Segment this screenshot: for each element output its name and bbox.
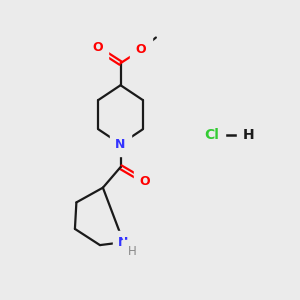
Text: O: O (140, 175, 150, 188)
Text: O: O (92, 41, 103, 54)
Text: N: N (118, 236, 129, 249)
Text: O: O (136, 43, 146, 56)
Text: N: N (116, 138, 126, 151)
Text: H: H (243, 128, 254, 142)
Text: Cl: Cl (204, 128, 219, 142)
Text: H: H (128, 245, 137, 258)
